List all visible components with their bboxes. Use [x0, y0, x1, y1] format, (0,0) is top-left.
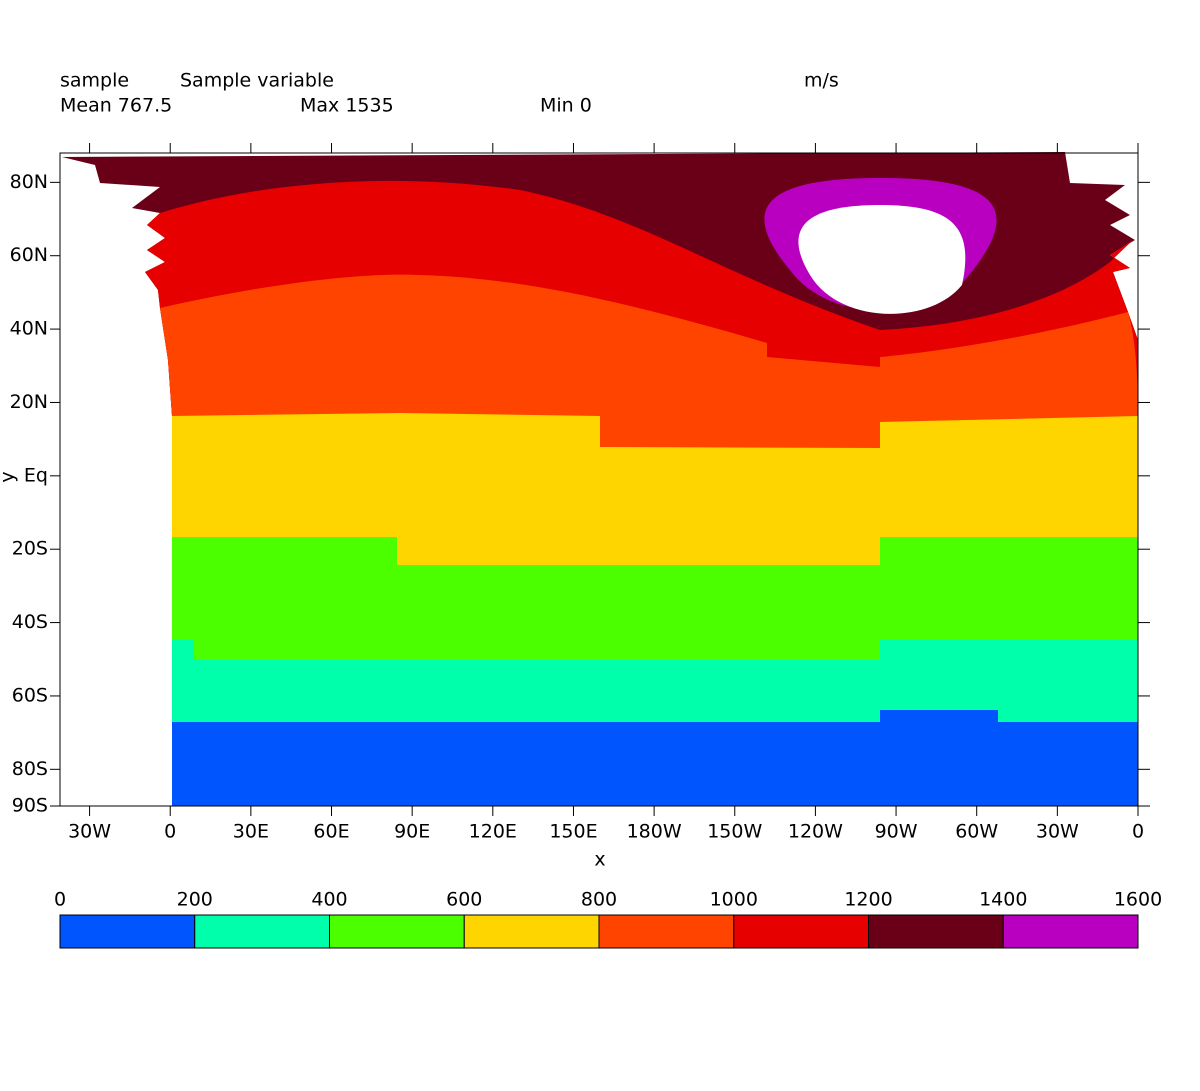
colorbar-swatch — [59, 914, 196, 949]
plot-frame — [59, 152, 1139, 807]
colorbar-label: 1400 — [979, 889, 1027, 911]
x-tick-label: 60W — [955, 821, 998, 843]
y-tick-label: Eq — [24, 464, 48, 486]
colorbar-swatch — [598, 914, 735, 949]
colorbar-label: 800 — [581, 889, 617, 911]
contour-regions — [62, 152, 1138, 807]
y-tick-label: 60N — [10, 244, 48, 266]
x-tick-label: 120W — [788, 821, 843, 843]
colorbar-label: 1600 — [1114, 889, 1162, 911]
colorbar-label: 1000 — [710, 889, 758, 911]
x-tick-label: 60E — [313, 821, 349, 843]
x-tick-label: 90E — [394, 821, 430, 843]
units: m/s — [804, 70, 839, 92]
colorbar-swatch — [463, 914, 600, 949]
y-tick-label: 80S — [12, 758, 48, 780]
y-tick-label: 60S — [12, 684, 48, 706]
x-tick-label: 0 — [1132, 821, 1144, 843]
mean-stat: Mean 767.5 — [60, 95, 172, 117]
x-tick-label: 120E — [469, 821, 517, 843]
colorbar-label: 400 — [311, 889, 347, 911]
x-tick-label: 180W — [627, 821, 682, 843]
y-tick-label: 20N — [10, 391, 48, 413]
x-tick-label: 0 — [164, 821, 176, 843]
colorbar-label: 0 — [54, 889, 66, 911]
colorbar-label: 200 — [177, 889, 213, 911]
max-stat: Max 1535 — [300, 95, 394, 117]
colorbar-label: 600 — [446, 889, 482, 911]
x-tick-label: 30W — [1036, 821, 1079, 843]
colorbar-swatch — [329, 914, 465, 949]
y-tick-label: 80N — [10, 171, 48, 193]
y-tick-label: 40S — [12, 611, 48, 633]
variable-long-name: Sample variable — [180, 70, 334, 92]
colorbar-swatch — [1002, 914, 1139, 949]
y-tick-label: 90S — [12, 795, 48, 817]
variable-name: sample — [60, 70, 129, 92]
colorbar-swatch — [733, 914, 869, 949]
colorbar-swatch — [868, 914, 1004, 949]
colorbar-swatch — [194, 914, 330, 949]
contour-gap — [798, 205, 966, 314]
min-stat: Min 0 — [540, 95, 592, 117]
y-tick-label: 40N — [10, 318, 48, 340]
x-axis-label: x — [594, 849, 605, 871]
y-axis-label: y — [0, 471, 19, 482]
x-tick-label: 150E — [549, 821, 597, 843]
x-tick-label: 90W — [875, 821, 918, 843]
x-tick-label: 150W — [707, 821, 762, 843]
colorbar-label: 1200 — [844, 889, 892, 911]
y-tick-label: 20S — [12, 538, 48, 560]
contour-region — [172, 710, 1138, 806]
x-tick-label: 30E — [233, 821, 269, 843]
x-tick-label: 30W — [68, 821, 111, 843]
